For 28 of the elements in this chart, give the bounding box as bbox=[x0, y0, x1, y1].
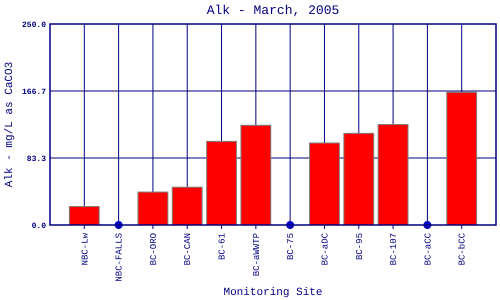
x-tick-label: BC-aWWTP bbox=[252, 233, 262, 276]
y-tick-label: 250.0 bbox=[22, 20, 46, 30]
bar bbox=[446, 92, 478, 226]
x-tick-label: BC-61 bbox=[218, 233, 228, 260]
x-tick-label: NBC-Lw bbox=[80, 232, 90, 266]
x-tick-label: BC-aDC bbox=[320, 232, 330, 266]
x-tick-label: BC-CAN bbox=[183, 233, 194, 266]
y-axis-title: Alk - mg/L as CaCO3 bbox=[4, 62, 16, 188]
bar bbox=[240, 124, 272, 226]
y-tick-label: 0.0 bbox=[32, 222, 46, 231]
bar bbox=[172, 186, 203, 226]
x-tick-label: BC-75 bbox=[286, 233, 296, 260]
bar bbox=[378, 124, 408, 226]
chart-title: Alk - March, 2005 bbox=[206, 3, 340, 18]
bar bbox=[309, 142, 340, 226]
x-tick-label: BC-95 bbox=[354, 233, 365, 260]
bar bbox=[138, 192, 168, 226]
x-tick-label: BC-107 bbox=[389, 233, 400, 266]
y-tick-label: 83.3 bbox=[26, 154, 46, 164]
y-tick-label: 166.7 bbox=[22, 88, 46, 97]
bar bbox=[343, 132, 374, 226]
x-tick-label: BC-bCC bbox=[458, 232, 468, 266]
x-tick-label: BC-aCC bbox=[423, 232, 434, 266]
bar bbox=[206, 140, 237, 226]
x-tick-label: NBC-FALLS bbox=[114, 233, 125, 282]
x-axis-title: Monitoring Site bbox=[223, 287, 323, 299]
x-tick-label: BC-ORO bbox=[148, 233, 159, 266]
bar bbox=[68, 206, 100, 226]
